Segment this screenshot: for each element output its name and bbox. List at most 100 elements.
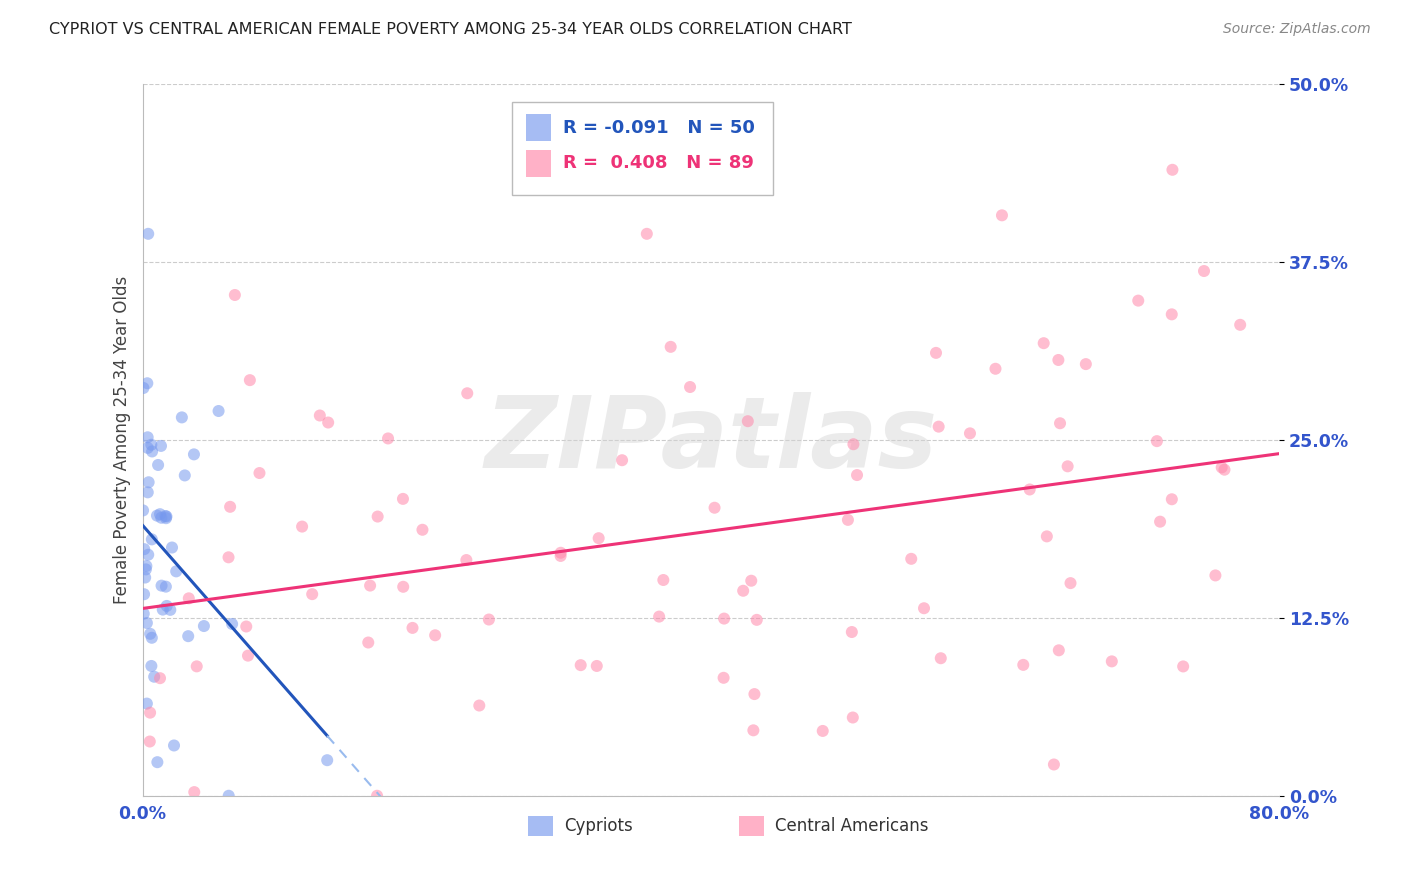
Point [928, 419, 950, 434]
Point [740, 574, 762, 588]
Point [135, 615, 157, 630]
Point [224, 288, 246, 302]
Point [569, 658, 592, 673]
Point [135, 697, 157, 711]
Point [713, 671, 735, 685]
Point [585, 659, 607, 673]
Point [221, 617, 243, 632]
Point [141, 444, 163, 458]
Point [136, 441, 159, 455]
Point [392, 491, 415, 506]
Point [1146, 434, 1168, 449]
Point [366, 789, 388, 803]
Point [610, 453, 633, 467]
Point [143, 670, 166, 684]
Point [679, 380, 702, 394]
Point [846, 468, 869, 483]
Point [146, 508, 169, 523]
Point [155, 509, 177, 524]
Point [984, 361, 1007, 376]
Point [155, 511, 177, 525]
Point [139, 706, 162, 720]
Point [136, 376, 159, 391]
Point [183, 785, 205, 799]
Point [132, 607, 155, 621]
Point [170, 410, 193, 425]
Point [135, 562, 157, 576]
Point [165, 565, 187, 579]
Point [236, 648, 259, 663]
Point [139, 627, 162, 641]
Point [152, 602, 174, 616]
Point [1204, 568, 1226, 582]
Point [163, 739, 186, 753]
Text: Central Americans: Central Americans [776, 817, 929, 835]
Point [1018, 483, 1040, 497]
Point [550, 549, 572, 563]
Point [841, 625, 863, 640]
Text: ZIPatlas: ZIPatlas [484, 392, 938, 489]
Point [842, 710, 865, 724]
Point [132, 381, 155, 395]
Point [146, 458, 169, 472]
Point [733, 583, 755, 598]
Point [468, 698, 491, 713]
Point [177, 629, 200, 643]
Point [1160, 307, 1182, 321]
Point [149, 507, 172, 521]
Point [1043, 757, 1066, 772]
Point [134, 542, 156, 557]
Point [316, 416, 339, 430]
Point [160, 541, 183, 555]
Point [377, 432, 399, 446]
Point [744, 687, 766, 701]
Point [1128, 293, 1150, 308]
Point [648, 609, 671, 624]
Bar [526, 114, 551, 141]
Point [900, 551, 922, 566]
Point [183, 447, 205, 461]
Point [186, 659, 208, 673]
Point [301, 587, 323, 601]
Point [659, 340, 682, 354]
Point [367, 509, 389, 524]
Point [1047, 353, 1070, 368]
Point [456, 553, 478, 567]
Point [423, 628, 446, 642]
Point [308, 409, 330, 423]
Point [141, 659, 163, 673]
Point [1036, 529, 1059, 543]
Point [925, 346, 948, 360]
Point [1192, 264, 1215, 278]
Point [146, 755, 169, 769]
Point [991, 208, 1014, 222]
Point [141, 438, 163, 452]
Point [173, 468, 195, 483]
Point [1173, 659, 1195, 673]
Point [411, 523, 433, 537]
Point [219, 500, 242, 514]
Point [139, 734, 162, 748]
FancyBboxPatch shape [512, 103, 773, 194]
Point [136, 227, 159, 241]
Point [159, 603, 181, 617]
Text: R = -0.091   N = 50: R = -0.091 N = 50 [562, 119, 755, 136]
Y-axis label: Female Poverty Among 25-34 Year Olds: Female Poverty Among 25-34 Year Olds [114, 276, 131, 604]
Point [1149, 515, 1171, 529]
Point [207, 404, 229, 418]
Point [456, 386, 478, 401]
Point [136, 430, 159, 444]
Point [588, 531, 610, 545]
Point [239, 373, 262, 387]
Text: Source: ZipAtlas.com: Source: ZipAtlas.com [1223, 22, 1371, 37]
Point [136, 548, 159, 562]
Point [713, 611, 735, 625]
Point [218, 789, 240, 803]
Point [149, 671, 172, 685]
Point [392, 580, 415, 594]
Text: R =  0.408   N = 89: R = 0.408 N = 89 [562, 154, 754, 172]
Point [745, 613, 768, 627]
Point [150, 510, 173, 524]
Text: Cypriots: Cypriots [565, 817, 633, 835]
Point [1056, 459, 1078, 474]
